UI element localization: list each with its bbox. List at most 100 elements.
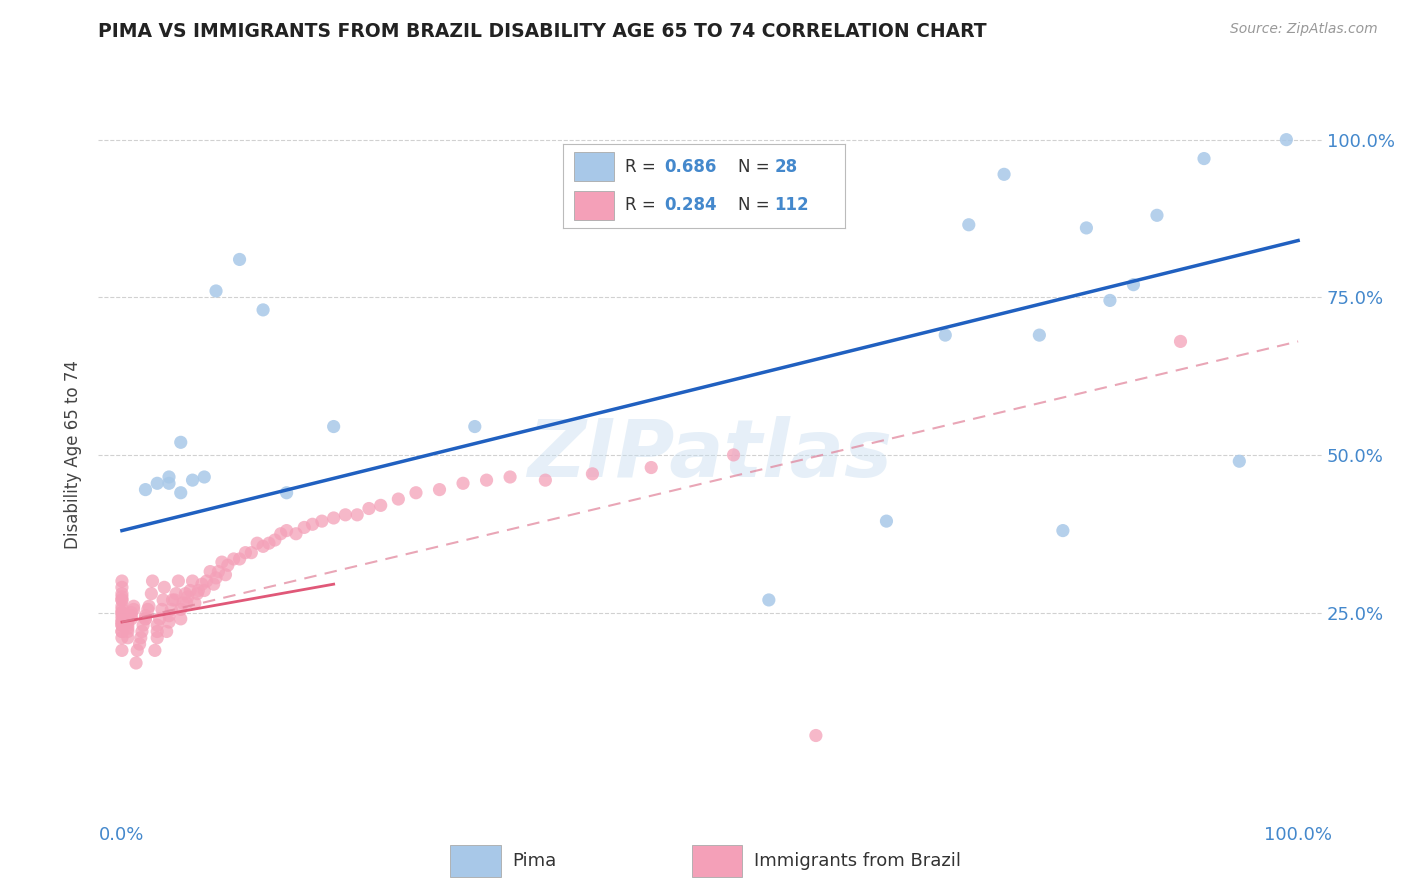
Point	[322, 419, 344, 434]
Point	[246, 536, 269, 550]
Point	[346, 508, 368, 522]
Point	[167, 574, 190, 588]
Text: N =: N =	[738, 196, 775, 214]
Point	[111, 608, 134, 623]
Point	[134, 612, 156, 626]
Point	[157, 608, 180, 623]
Point	[120, 608, 142, 623]
Point	[187, 583, 209, 598]
Point	[143, 643, 166, 657]
Point	[217, 558, 239, 573]
Point	[111, 602, 134, 616]
Point	[127, 643, 149, 657]
Point	[111, 606, 134, 620]
Point	[1227, 454, 1250, 468]
Point	[141, 574, 163, 588]
Text: PIMA VS IMMIGRANTS FROM BRAZIL DISABILITY AGE 65 TO 74 CORRELATION CHART: PIMA VS IMMIGRANTS FROM BRAZIL DISABILIT…	[98, 22, 987, 41]
Point	[257, 536, 280, 550]
Point	[111, 593, 134, 607]
Point	[134, 612, 156, 626]
Point	[128, 637, 150, 651]
Point	[186, 587, 208, 601]
Point	[172, 596, 194, 610]
Point	[156, 624, 179, 639]
Point	[581, 467, 603, 481]
Point	[129, 631, 152, 645]
Text: 0.284: 0.284	[665, 196, 717, 214]
Point	[162, 593, 184, 607]
Point	[193, 470, 215, 484]
FancyBboxPatch shape	[575, 191, 614, 219]
Point	[875, 514, 897, 528]
Point	[170, 602, 193, 616]
Point	[499, 470, 522, 484]
Point	[181, 574, 204, 588]
Point	[157, 470, 180, 484]
Point	[184, 596, 207, 610]
Point	[177, 590, 200, 604]
Point	[934, 328, 956, 343]
Point	[198, 565, 221, 579]
Point	[181, 473, 204, 487]
Point	[111, 624, 134, 639]
Point	[270, 526, 292, 541]
Point	[1076, 221, 1098, 235]
Point	[117, 624, 139, 639]
Point	[235, 546, 257, 560]
Point	[228, 552, 250, 566]
Point	[157, 615, 180, 629]
Point	[211, 555, 233, 569]
Point	[149, 612, 172, 626]
Point	[723, 448, 745, 462]
Point	[993, 167, 1015, 181]
Point	[146, 476, 169, 491]
Point	[534, 473, 557, 487]
Point	[1275, 133, 1298, 147]
Point	[252, 539, 274, 553]
Y-axis label: Disability Age 65 to 74: Disability Age 65 to 74	[65, 360, 83, 549]
Point	[170, 485, 193, 500]
Point	[160, 602, 183, 616]
Point	[111, 587, 134, 601]
Point	[357, 501, 380, 516]
Point	[205, 284, 228, 298]
Point	[111, 618, 134, 632]
Point	[1146, 208, 1168, 222]
Point	[111, 593, 134, 607]
Point	[165, 587, 187, 601]
Point	[195, 574, 218, 588]
Point	[276, 485, 298, 500]
Point	[117, 618, 139, 632]
Point	[174, 587, 197, 601]
Point	[117, 621, 139, 635]
Point	[252, 302, 274, 317]
Point	[146, 631, 169, 645]
Point	[120, 606, 142, 620]
Point	[132, 618, 155, 632]
Text: Immigrants from Brazil: Immigrants from Brazil	[754, 852, 960, 870]
Point	[153, 580, 176, 594]
Point	[451, 476, 474, 491]
Point	[111, 574, 134, 588]
Point	[202, 577, 225, 591]
Point	[176, 596, 198, 610]
Point	[170, 435, 193, 450]
Point	[640, 460, 662, 475]
Point	[228, 252, 250, 267]
Point	[1192, 152, 1215, 166]
Point	[157, 476, 180, 491]
Point	[1052, 524, 1074, 538]
Point	[111, 612, 134, 626]
Point	[1122, 277, 1144, 292]
Point	[240, 546, 263, 560]
Point	[170, 612, 193, 626]
Point	[111, 624, 134, 639]
Text: 28: 28	[775, 158, 797, 176]
Text: ZIPatlas: ZIPatlas	[527, 416, 893, 494]
Point	[193, 583, 215, 598]
FancyBboxPatch shape	[450, 845, 501, 877]
Text: 112: 112	[775, 196, 808, 214]
Point	[111, 590, 134, 604]
Point	[276, 524, 298, 538]
Point	[131, 624, 153, 639]
